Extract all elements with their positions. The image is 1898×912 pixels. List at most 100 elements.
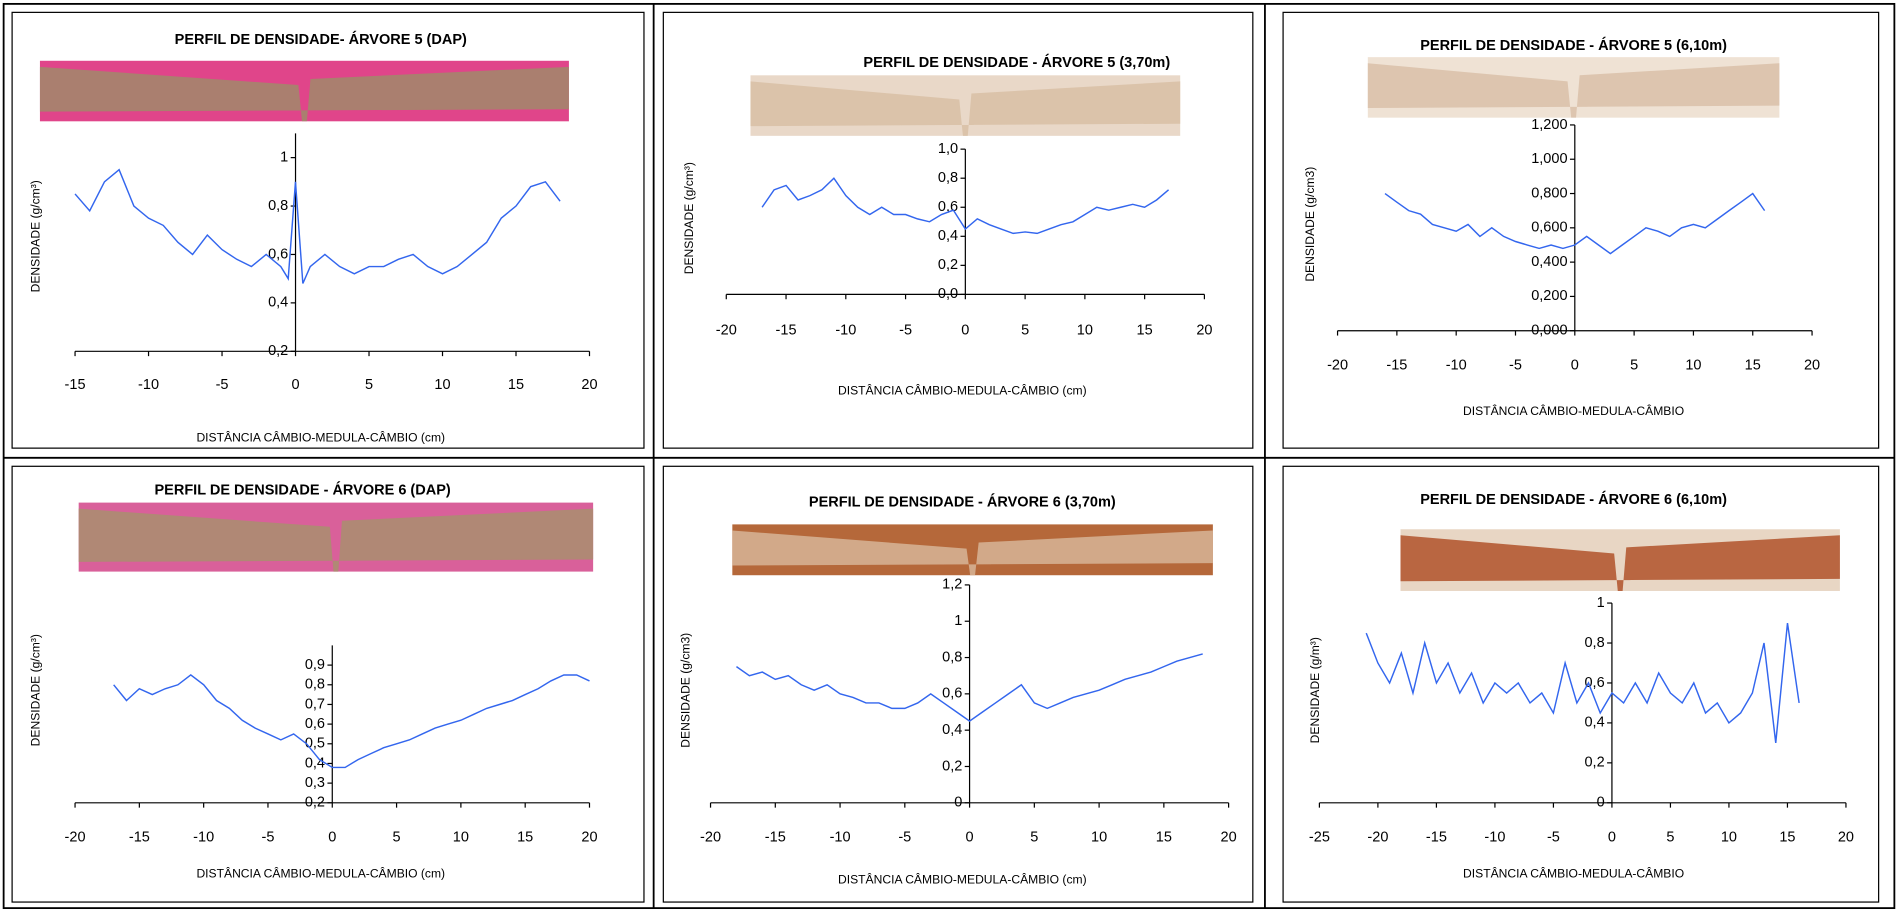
x-axis-label: DISTÂNCIA CÂMBIO-MEDULA-CÂMBIO (cm) — [196, 865, 445, 880]
y-axis-label: DENSIDADE (g/cm³) — [682, 162, 696, 274]
y-tick-label: 1,0 — [938, 141, 958, 157]
x-tick-label: 20 — [1196, 323, 1212, 339]
y-tick-label: 0,8 — [1584, 635, 1604, 651]
wood-sample-strip — [1367, 63, 1780, 118]
y-tick-label: 0,9 — [305, 657, 325, 673]
y-tick-label: 0,800 — [1531, 185, 1567, 201]
x-tick-label: -15 — [776, 323, 797, 339]
y-tick-label: 0,6 — [938, 199, 958, 215]
x-tick-label: -5 — [216, 377, 229, 393]
x-tick-label: 10 — [1077, 323, 1093, 339]
density-line — [1384, 192, 1766, 255]
y-tick-label: 0,6 — [305, 716, 325, 732]
y-axis-label: DENSIDADE (g/cm³) — [29, 634, 43, 746]
x-tick-label: -5 — [1509, 358, 1522, 374]
x-tick-label: 10 — [453, 830, 469, 846]
x-tick-label: -20 — [1327, 358, 1348, 374]
y-tick-label: 0 — [954, 795, 962, 811]
y-axis-label: DENSIDADE (g/cm3) — [679, 633, 693, 748]
x-tick-label: 20 — [1221, 830, 1237, 846]
chart-frame — [11, 11, 645, 449]
y-tick-label: 0,5 — [305, 736, 325, 752]
x-tick-label: 0 — [961, 323, 969, 339]
x-tick-label: 15 — [1156, 830, 1172, 846]
y-tick-label: 0,600 — [1531, 220, 1567, 236]
x-axis-label: DISTÂNCIA CÂMBIO-MEDULA-CÂMBIO (cm) — [838, 871, 1087, 886]
chart-frame — [662, 465, 1254, 903]
x-tick-label: -20 — [1367, 830, 1388, 846]
x-tick-label: -5 — [1547, 830, 1560, 846]
x-tick-label: -10 — [1446, 358, 1467, 374]
y-tick-label: 0,4 — [942, 722, 962, 738]
x-tick-label: -10 — [1484, 830, 1505, 846]
chart-frame — [1282, 11, 1880, 449]
chart-title: PERFIL DE DENSIDADE - ÁRVORE 5 (6,10m) — [1420, 37, 1727, 54]
y-axis-label: DENSIDADE (g/cm³) — [29, 180, 43, 292]
y-tick-label: 0,6 — [942, 686, 962, 702]
y-tick-label: 0,6 — [1584, 675, 1604, 691]
y-tick-label: 0,4 — [268, 295, 288, 311]
x-tick-label: -15 — [1386, 358, 1407, 374]
wood-sample-strip — [732, 530, 1213, 576]
x-tick-label: -10 — [835, 323, 856, 339]
y-tick-label: 1 — [280, 149, 288, 165]
y-tick-label: 1,000 — [1531, 151, 1567, 167]
y-tick-label: 0,8 — [942, 649, 962, 665]
y-tick-label: 0,0 — [938, 286, 958, 302]
x-tick-label: 5 — [1666, 830, 1674, 846]
x-tick-label: 15 — [1779, 830, 1795, 846]
x-tick-label: 20 — [1838, 830, 1854, 846]
x-tick-label: 10 — [1685, 358, 1701, 374]
x-tick-label: -15 — [765, 830, 786, 846]
chart-frame — [1282, 465, 1880, 903]
x-tick-label: -20 — [65, 830, 86, 846]
x-tick-label: 0 — [1571, 358, 1579, 374]
chart-title: PERFIL DE DENSIDADE - ÁRVORE 5 (3,70m) — [863, 54, 1170, 71]
y-tick-label: 0,8 — [938, 170, 958, 186]
x-tick-label: -15 — [129, 830, 150, 846]
y-tick-label: 0,200 — [1531, 288, 1567, 304]
x-tick-label: -20 — [700, 830, 721, 846]
y-tick-label: 0,4 — [1584, 715, 1604, 731]
chart-title: PERFIL DE DENSIDADE - ÁRVORE 6 (3,70m) — [809, 493, 1116, 510]
y-tick-label: 0,2 — [938, 257, 958, 273]
density-line — [113, 674, 590, 769]
x-tick-label: 10 — [1721, 830, 1737, 846]
x-tick-label: 15 — [1137, 323, 1153, 339]
density-line — [1365, 622, 1800, 743]
x-tick-label: 5 — [1021, 323, 1029, 339]
x-tick-label: 5 — [365, 377, 373, 393]
x-tick-label: 0 — [291, 377, 299, 393]
x-tick-label: -20 — [716, 323, 737, 339]
y-tick-label: 1 — [954, 613, 962, 629]
y-tick-label: 0,8 — [305, 677, 325, 693]
x-tick-label: 15 — [1745, 358, 1761, 374]
y-tick-label: 0,2 — [942, 758, 962, 774]
y-axis-label: DENSIDADE (g/cm3) — [1303, 167, 1317, 282]
x-tick-label: -15 — [65, 377, 86, 393]
wood-sample-strip — [750, 81, 1181, 136]
x-tick-label: 20 — [581, 377, 597, 393]
y-axis-label: DENSIDADE (g/m³) — [1308, 637, 1322, 743]
y-tick-label: 0,000 — [1531, 323, 1567, 339]
x-tick-label: 10 — [434, 377, 450, 393]
x-tick-label: 0 — [328, 830, 336, 846]
y-tick-label: 0 — [1597, 795, 1605, 811]
x-tick-label: -5 — [262, 830, 275, 846]
chart-title: PERFIL DE DENSIDADE- ÁRVORE 5 (DAP) — [175, 31, 467, 48]
chart-title: PERFIL DE DENSIDADE - ÁRVORE 6 (6,10m) — [1420, 491, 1727, 508]
x-tick-label: -10 — [138, 377, 159, 393]
x-tick-label: -15 — [1426, 830, 1447, 846]
y-tick-label: 1,200 — [1531, 117, 1567, 133]
y-tick-label: 0,2 — [1584, 755, 1604, 771]
x-tick-label: 20 — [581, 830, 597, 846]
x-tick-label: 15 — [517, 830, 533, 846]
chart-frame — [11, 465, 645, 903]
wood-sample-strip — [39, 66, 569, 122]
y-tick-label: 0,4 — [938, 228, 958, 244]
density-line — [736, 653, 1203, 722]
x-axis-label: DISTÂNCIA CÂMBIO-MEDULA-CÂMBIO — [1463, 865, 1684, 880]
